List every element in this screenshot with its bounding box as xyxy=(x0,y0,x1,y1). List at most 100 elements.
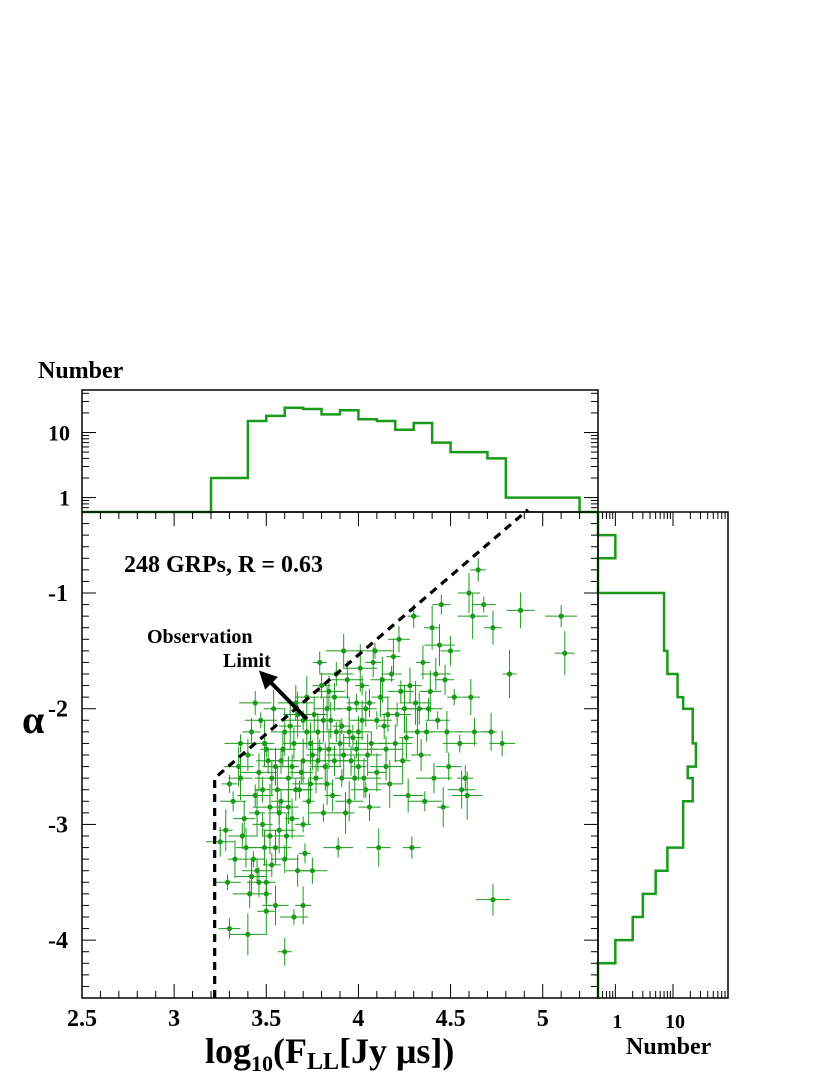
data-marker xyxy=(353,746,360,752)
data-marker xyxy=(243,844,249,851)
data-point xyxy=(233,801,256,836)
data-marker xyxy=(282,949,288,955)
right-histogram-panel: 1 10 xyxy=(596,511,729,1033)
data-marker xyxy=(307,781,314,787)
data-marker xyxy=(318,682,325,689)
data-marker xyxy=(518,607,524,613)
data-marker xyxy=(260,787,266,793)
data-marker xyxy=(287,723,293,729)
y-tick-label: -3 xyxy=(48,812,68,838)
data-point xyxy=(307,739,332,760)
data-marker xyxy=(490,625,496,631)
data-marker xyxy=(365,752,371,758)
limit-label-line2: Limit xyxy=(223,650,271,672)
data-point xyxy=(399,680,432,725)
data-point xyxy=(370,752,403,781)
data-point xyxy=(402,836,421,859)
data-point xyxy=(381,666,402,682)
data-marker xyxy=(258,717,264,723)
right-hist-x-label: 1 xyxy=(612,1011,622,1033)
data-marker xyxy=(346,729,352,735)
data-point xyxy=(425,711,450,730)
data-marker xyxy=(420,659,426,666)
data-marker xyxy=(390,654,397,660)
data-point xyxy=(321,745,348,776)
data-marker xyxy=(280,746,286,752)
data-marker xyxy=(396,636,402,642)
data-marker xyxy=(394,711,400,718)
x-axis-label-rest: [Jy μs]) xyxy=(339,1031,454,1071)
annotation-text: 248 GRPs, R = 0.63 xyxy=(124,552,323,578)
data-marker xyxy=(320,717,327,723)
data-point xyxy=(358,793,381,822)
data-point xyxy=(331,660,364,699)
data-point xyxy=(357,642,394,659)
data-marker xyxy=(488,729,494,735)
x-axis-label-sub: 10 xyxy=(251,1051,273,1075)
data-point xyxy=(277,937,292,966)
x-tick-label: 4 xyxy=(352,1006,364,1032)
x-tick-label: 3 xyxy=(168,1006,180,1032)
data-point xyxy=(452,771,483,820)
data-point xyxy=(381,697,394,732)
data-marker xyxy=(337,740,343,747)
data-point xyxy=(263,807,296,854)
data-point xyxy=(257,887,276,936)
data-marker xyxy=(254,810,260,816)
data-marker xyxy=(326,688,332,694)
x-axis-label-sub2: LL xyxy=(307,1049,339,1075)
data-point xyxy=(506,592,535,629)
data-point xyxy=(418,721,435,742)
data-marker xyxy=(331,694,338,700)
data-marker xyxy=(311,711,317,718)
data-marker xyxy=(223,827,229,833)
data-marker xyxy=(466,590,472,596)
data-point xyxy=(350,700,375,741)
data-marker xyxy=(398,688,404,694)
x-tick-label: 4.5 xyxy=(436,1006,466,1032)
data-marker xyxy=(245,752,251,758)
data-marker xyxy=(315,729,321,735)
data-marker xyxy=(289,816,295,822)
data-point xyxy=(420,658,451,690)
data-point xyxy=(326,734,361,776)
top-histogram-panel: 1 10 xyxy=(48,389,599,514)
data-point xyxy=(489,730,516,757)
data-point xyxy=(363,688,376,717)
data-marker xyxy=(261,844,268,851)
data-marker xyxy=(433,671,439,677)
data-marker xyxy=(291,740,297,747)
data-point xyxy=(407,791,442,812)
data-point xyxy=(313,686,342,731)
data-point xyxy=(387,680,414,703)
data-marker xyxy=(427,688,433,694)
data-point xyxy=(237,784,274,807)
data-marker xyxy=(247,891,253,897)
data-marker xyxy=(315,758,321,764)
data-point xyxy=(214,874,241,891)
data-point xyxy=(302,778,315,825)
data-point xyxy=(393,778,424,813)
data-point xyxy=(268,814,305,858)
data-point xyxy=(228,756,253,801)
data-marker xyxy=(381,723,387,729)
data-point xyxy=(346,758,381,799)
data-point xyxy=(263,689,284,728)
data-point xyxy=(447,689,462,706)
data-point xyxy=(223,746,254,787)
data-marker xyxy=(366,700,373,706)
data-marker xyxy=(440,804,446,810)
data-point xyxy=(386,638,401,675)
data-point xyxy=(252,812,273,837)
data-marker xyxy=(317,746,323,752)
data-marker xyxy=(447,648,454,654)
data-point xyxy=(367,753,386,792)
data-point xyxy=(325,633,362,668)
data-marker xyxy=(383,763,389,770)
data-marker xyxy=(339,723,345,729)
data-marker xyxy=(298,769,304,775)
data-marker xyxy=(226,781,233,787)
data-marker xyxy=(366,804,373,810)
data-point xyxy=(256,747,281,774)
